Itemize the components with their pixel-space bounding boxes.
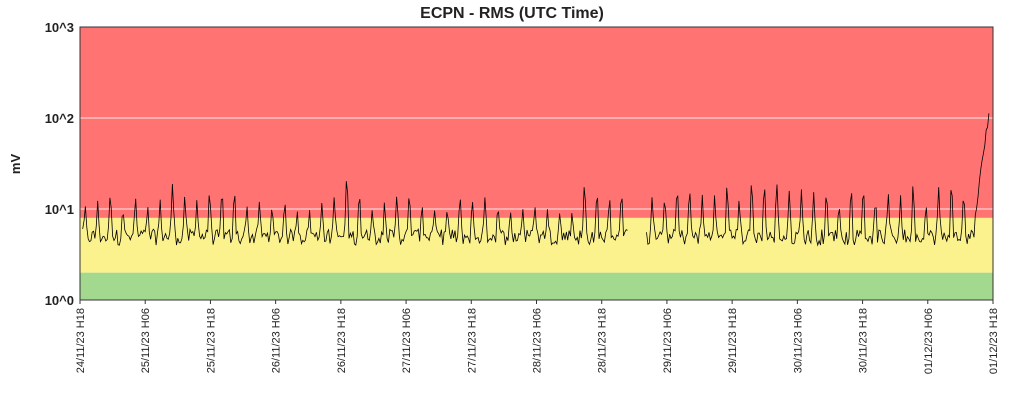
x-tick-label: 29/11/23 H18	[727, 308, 739, 373]
x-tick-label: 25/11/23 H06	[140, 308, 152, 373]
rms-series-line	[82, 113, 990, 247]
y-tick-label: 10^2	[45, 111, 74, 126]
x-tick-label: 27/11/23 H18	[466, 308, 478, 373]
y-tick-label: 10^1	[45, 202, 74, 217]
x-axis-ticks: 24/11/23 H18 25/11/23 H06 25/11/23 H18 26/1…	[75, 300, 1000, 374]
x-tick-label: 01/12/23 H18	[988, 308, 1000, 374]
x-tick-label: 26/11/23 H18	[336, 308, 348, 373]
x-tick-label: 28/11/23 H06	[532, 308, 544, 373]
y-axis-label: mV	[8, 154, 23, 175]
x-tick-label: 30/11/23 H06	[792, 308, 804, 373]
threshold-bands	[80, 27, 993, 300]
y-tick-label: 10^3	[45, 20, 74, 35]
x-tick-label: 25/11/23 H18	[205, 308, 217, 373]
x-tick-label: 30/11/23 H18	[858, 308, 870, 373]
y-axis-ticks: 10^0 10^1 10^2 10^3	[45, 20, 74, 308]
band-green	[80, 272, 993, 300]
x-tick-label: 28/11/23 H18	[597, 308, 609, 373]
chart-title: ECPN - RMS (UTC Time)	[420, 5, 604, 22]
x-tick-label: 29/11/23 H06	[662, 308, 674, 373]
x-tick-label: 26/11/23 H06	[271, 308, 283, 373]
x-tick-label: 24/11/23 H18	[75, 308, 87, 373]
x-tick-label: 01/12/23 H06	[923, 308, 935, 374]
band-red	[80, 27, 993, 218]
x-tick-label: 27/11/23 H06	[401, 308, 413, 373]
grid	[80, 117, 993, 210]
y-tick-label: 10^0	[45, 293, 74, 308]
